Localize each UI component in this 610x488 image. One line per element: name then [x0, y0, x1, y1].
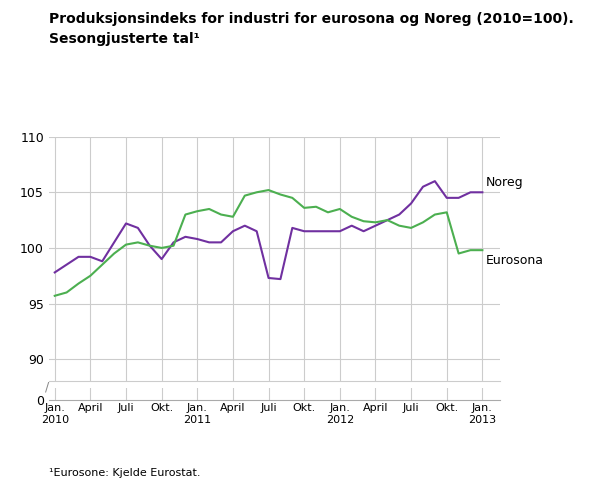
- Text: ¹Eurosone: Kjelde Eurostat.: ¹Eurosone: Kjelde Eurostat.: [49, 468, 200, 478]
- Text: /: /: [45, 381, 49, 394]
- Text: Noreg: Noreg: [486, 176, 523, 189]
- Text: Produksjonsindeks for industri for eurosona og Noreg (2010=100).: Produksjonsindeks for industri for euros…: [49, 12, 573, 26]
- Text: Eurosona: Eurosona: [486, 253, 544, 266]
- Text: Sesongjusterte tal¹: Sesongjusterte tal¹: [49, 32, 199, 46]
